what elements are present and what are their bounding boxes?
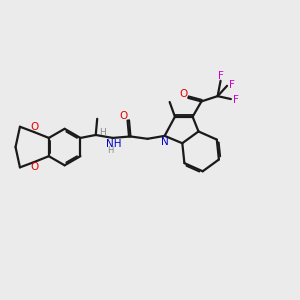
Text: H: H xyxy=(107,146,114,155)
Text: F: F xyxy=(233,95,239,105)
Text: F: F xyxy=(230,80,235,90)
Text: F: F xyxy=(218,70,224,80)
Text: O: O xyxy=(120,111,128,121)
Text: N: N xyxy=(161,137,169,147)
Text: NH: NH xyxy=(106,140,121,149)
Text: O: O xyxy=(31,122,39,132)
Text: O: O xyxy=(179,89,188,99)
Text: O: O xyxy=(31,162,39,172)
Text: H: H xyxy=(99,128,106,136)
